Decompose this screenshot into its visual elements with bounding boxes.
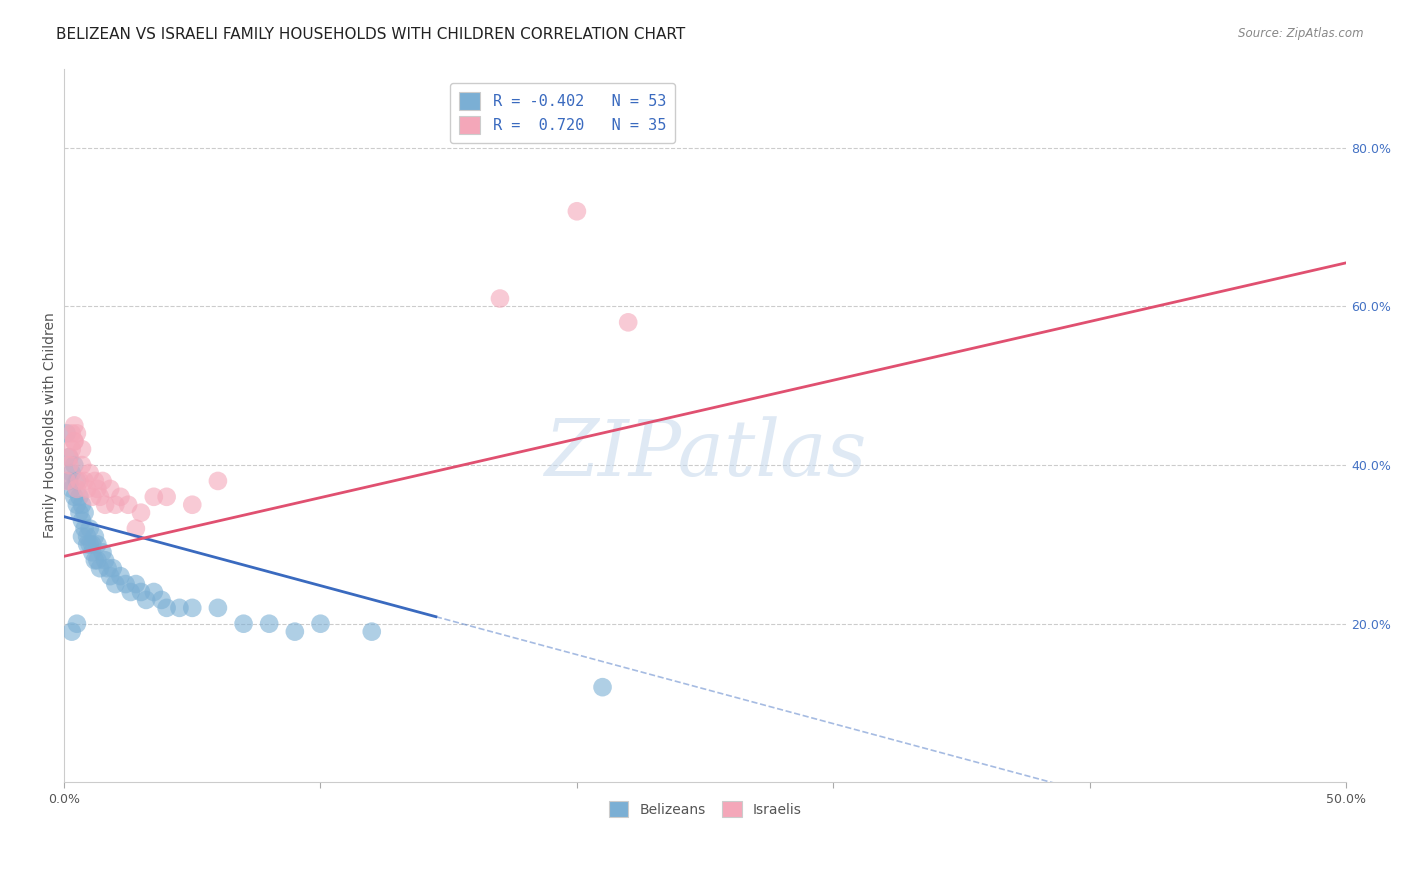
Point	[76, 482, 98, 496]
Point	[98, 569, 121, 583]
Point	[83, 474, 105, 488]
Text: ZIPatlas: ZIPatlas	[544, 416, 866, 492]
Point	[207, 474, 229, 488]
Point	[86, 482, 108, 496]
Point	[70, 529, 93, 543]
Point	[79, 537, 101, 551]
Point	[83, 553, 105, 567]
Point	[94, 498, 117, 512]
Point	[60, 482, 83, 496]
Point	[104, 498, 127, 512]
Point	[66, 616, 89, 631]
Point	[309, 616, 332, 631]
Point	[58, 474, 80, 488]
Point	[125, 522, 148, 536]
Point	[69, 506, 91, 520]
Point	[91, 545, 114, 559]
Point	[97, 561, 120, 575]
Point	[66, 426, 89, 441]
Point	[257, 616, 280, 631]
Point	[110, 490, 132, 504]
Point	[69, 474, 91, 488]
Point	[181, 600, 204, 615]
Point	[565, 204, 588, 219]
Point	[169, 600, 191, 615]
Point	[76, 529, 98, 543]
Point	[129, 585, 152, 599]
Point	[142, 585, 165, 599]
Point	[91, 474, 114, 488]
Point	[58, 450, 80, 465]
Point	[60, 426, 83, 441]
Point	[120, 585, 142, 599]
Point	[55, 474, 77, 488]
Y-axis label: Family Households with Children: Family Households with Children	[44, 312, 58, 538]
Point	[63, 434, 86, 449]
Point	[79, 522, 101, 536]
Point	[83, 529, 105, 543]
Point	[150, 593, 173, 607]
Point	[70, 442, 93, 457]
Point	[63, 458, 86, 472]
Point	[58, 450, 80, 465]
Point	[89, 561, 111, 575]
Point	[592, 680, 614, 694]
Point	[58, 458, 80, 472]
Point	[66, 482, 89, 496]
Point	[82, 490, 104, 504]
Point	[129, 506, 152, 520]
Point	[86, 553, 108, 567]
Point	[232, 616, 254, 631]
Legend: Belizeans, Israelis: Belizeans, Israelis	[600, 793, 810, 825]
Point	[55, 426, 77, 441]
Point	[114, 577, 136, 591]
Point	[76, 537, 98, 551]
Text: Source: ZipAtlas.com: Source: ZipAtlas.com	[1239, 27, 1364, 40]
Point	[89, 490, 111, 504]
Point	[117, 498, 139, 512]
Point	[207, 600, 229, 615]
Point	[70, 458, 93, 472]
Point	[70, 514, 93, 528]
Point	[360, 624, 382, 639]
Point	[73, 522, 96, 536]
Point	[135, 593, 157, 607]
Point	[94, 553, 117, 567]
Point	[60, 442, 83, 457]
Point	[104, 577, 127, 591]
Point	[125, 577, 148, 591]
Point	[60, 466, 83, 480]
Point	[284, 624, 307, 639]
Point	[63, 490, 86, 504]
Point	[66, 474, 89, 488]
Point	[73, 474, 96, 488]
Point	[82, 537, 104, 551]
Point	[489, 292, 512, 306]
Point	[69, 490, 91, 504]
Point	[617, 315, 640, 329]
Point	[82, 545, 104, 559]
Point	[73, 506, 96, 520]
Point	[181, 498, 204, 512]
Point	[142, 490, 165, 504]
Point	[70, 498, 93, 512]
Point	[60, 624, 83, 639]
Point	[156, 490, 179, 504]
Point	[156, 600, 179, 615]
Point	[110, 569, 132, 583]
Point	[79, 466, 101, 480]
Point	[98, 482, 121, 496]
Point	[86, 537, 108, 551]
Point	[66, 498, 89, 512]
Point	[63, 434, 86, 449]
Text: BELIZEAN VS ISRAELI FAMILY HOUSEHOLDS WITH CHILDREN CORRELATION CHART: BELIZEAN VS ISRAELI FAMILY HOUSEHOLDS WI…	[56, 27, 686, 42]
Point	[63, 418, 86, 433]
Point	[101, 561, 124, 575]
